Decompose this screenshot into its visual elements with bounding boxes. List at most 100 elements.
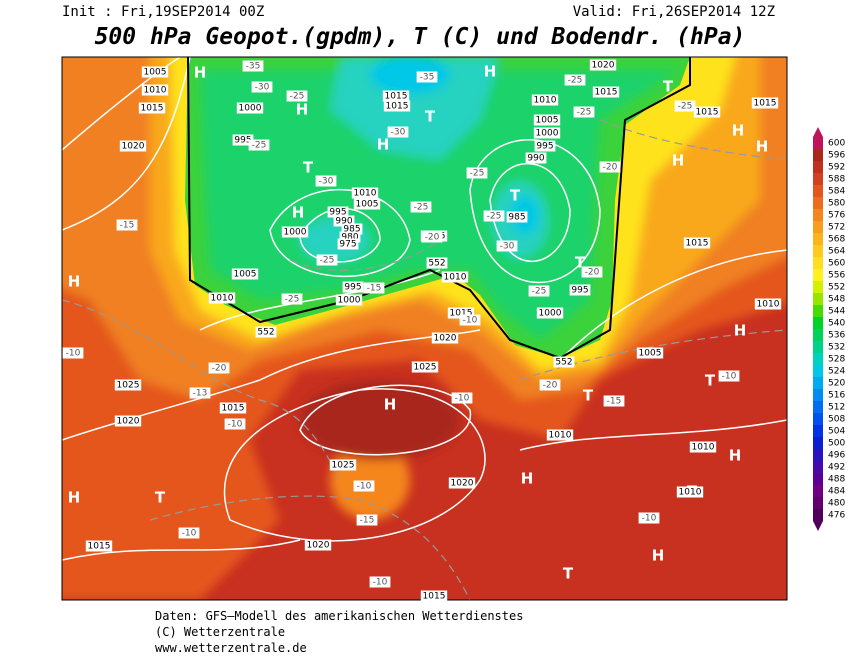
isobar-label: 1020 <box>451 479 474 489</box>
isobar-label: 975 <box>339 240 356 250</box>
pressure-center: H <box>68 273 81 291</box>
temperature-label: -25 <box>470 169 485 179</box>
temperature-label-box <box>208 362 230 374</box>
isobar-label: 1000 <box>239 104 262 114</box>
colorbar-label: 492 <box>828 463 845 473</box>
temperature-label-box <box>573 106 595 118</box>
colorbar-label: 596 <box>828 151 845 161</box>
isobar-label: 1020 <box>117 417 140 427</box>
isobar-label-box <box>208 292 236 304</box>
isobar-label: 1010 <box>354 189 377 199</box>
colorbar-swatch <box>813 245 823 257</box>
temperature-label: -25 <box>414 203 429 213</box>
colorbar-swatch <box>813 473 823 485</box>
temperature-label-box <box>248 139 270 151</box>
temperature-label: -10 <box>373 578 388 588</box>
colorbar-swatch <box>813 425 823 437</box>
colorbar-label: 524 <box>828 367 845 377</box>
isobar-label-box <box>337 238 359 250</box>
temperature-label: -10 <box>642 514 657 524</box>
temperature-label: -25 <box>568 76 583 86</box>
pressure-center: T <box>303 159 314 177</box>
temperature-label: -10 <box>228 420 243 430</box>
temperature-label: -20 <box>212 364 227 374</box>
temperature-label: -15 <box>367 284 382 294</box>
pressure-center: T <box>705 372 716 390</box>
isobar-label-box <box>341 223 363 235</box>
isobar-label: 1020 <box>307 541 330 551</box>
colorbar-swatch <box>813 257 823 269</box>
colorbar-label: 520 <box>828 379 845 389</box>
colorbar-swatch <box>813 293 823 305</box>
temperature-label-box <box>603 395 625 407</box>
colorbar-swatch <box>813 127 823 149</box>
temperature-label-box <box>116 219 138 231</box>
temperature-label: -10 <box>66 349 81 359</box>
colorbar-swatch <box>813 329 823 341</box>
colorbar-swatch <box>813 149 823 161</box>
colorbar: 600 596 592 588 584 580 576 572 568 564 560 556 552 5… <box>813 127 845 531</box>
isobar-label-box <box>236 102 264 114</box>
colorbar-label: 528 <box>828 355 845 365</box>
colorbar-swatch <box>813 509 823 531</box>
colorbar-swatch <box>813 401 823 413</box>
height-label: 552 <box>428 259 445 269</box>
isobar-label: 995 <box>571 286 588 296</box>
colorbar-label: 488 <box>828 475 845 485</box>
colorbar-label: 600 <box>828 139 845 149</box>
temperature-label-box <box>356 514 378 526</box>
colorbar-label: 484 <box>828 487 845 497</box>
isobar-label-box <box>382 90 410 102</box>
colorbar-label: 556 <box>828 271 845 281</box>
isobar-label: 1015 <box>686 239 709 249</box>
temperature-label: -15 <box>607 397 622 407</box>
pressure-center: T <box>575 254 586 272</box>
temperature-label: -10 <box>182 529 197 539</box>
isobar-label: 1010 <box>444 273 467 283</box>
colorbar-label: 568 <box>828 235 845 245</box>
colorbar-label: 564 <box>828 247 845 257</box>
temperature-label-box <box>410 201 432 213</box>
colorbar-swatch <box>813 269 823 281</box>
colorbar-label: 516 <box>828 391 845 401</box>
temperature-label-box <box>224 418 246 430</box>
isobar-label-box <box>448 477 476 489</box>
colorbar-swatch <box>813 485 823 497</box>
colorbar-label: 536 <box>828 331 845 341</box>
pressure-center: H <box>296 101 309 119</box>
temperature-label: -15 <box>120 221 135 231</box>
temperature-label-box <box>718 370 740 382</box>
isobar-label-box <box>683 237 711 249</box>
temperature-label-box <box>528 285 550 297</box>
isobar-label: 1005 <box>234 270 257 280</box>
colorbar-label: 584 <box>828 187 845 197</box>
temperature-label-box <box>363 282 385 294</box>
pressure-center: H <box>292 204 305 222</box>
isobar-label: 1010 <box>679 488 702 498</box>
isobar-label-box <box>534 140 556 152</box>
pressure-center: T <box>583 387 594 405</box>
isobar-label-box <box>689 441 717 453</box>
colorbar-swatch <box>813 341 823 353</box>
temperature-label-box <box>674 100 696 112</box>
height-label: 552 <box>555 358 572 368</box>
colorbar-swatch <box>813 173 823 185</box>
isobar-label: 990 <box>335 217 352 227</box>
temperature-label: -35 <box>246 62 261 72</box>
isobar-label: 1020 <box>434 334 457 344</box>
temperature-label-box <box>316 254 338 266</box>
pressure-center: H <box>732 122 745 140</box>
temperature-label-box <box>496 240 518 252</box>
colorbar-swatch <box>813 353 823 365</box>
isobar-label: 1000 <box>284 228 307 238</box>
isobar-label-box <box>676 486 704 498</box>
colorbar-swatch <box>813 413 823 425</box>
valid-time: Valid: Fri,26SEP2014 12Z <box>573 4 775 20</box>
isobar-label: 1025 <box>117 381 140 391</box>
isobar-label-box <box>420 590 448 602</box>
temperature-label-box <box>483 210 505 222</box>
footer-url: www.wetterzentrale.de <box>155 641 307 655</box>
isobar-label: 1015 <box>754 99 777 109</box>
isobar-label-box <box>693 106 721 118</box>
